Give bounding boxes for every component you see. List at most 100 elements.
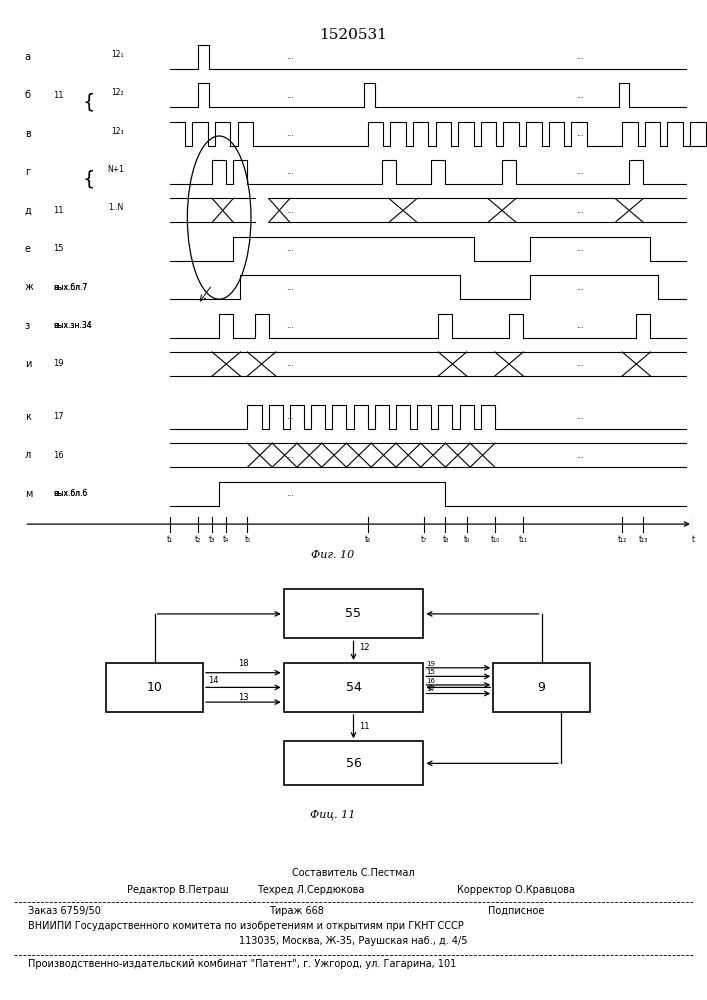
Text: 9: 9 [537, 681, 546, 694]
Text: д: д [25, 205, 32, 215]
Text: ...: ... [286, 451, 294, 460]
Text: ...: ... [286, 206, 294, 215]
Text: 113035, Москва, Ж-35, Раушская наб., д. 4/5: 113035, Москва, Ж-35, Раушская наб., д. … [239, 936, 468, 946]
Text: б: б [25, 90, 31, 100]
Text: 13: 13 [238, 693, 249, 702]
Text: ...: ... [286, 360, 294, 368]
Text: г: г [25, 167, 30, 177]
Text: N+1: N+1 [107, 165, 124, 174]
Text: ...: ... [575, 206, 584, 215]
Text: ВНИИПИ Государственного комитета по изобретениям и открытиям при ГКНТ СССР: ВНИИПИ Государственного комитета по изоб… [28, 921, 464, 931]
Text: 18: 18 [238, 659, 249, 668]
Text: Составитель С.Пестмал: Составитель С.Пестмал [292, 868, 415, 878]
Text: 19: 19 [426, 661, 435, 667]
Text: a: a [25, 52, 30, 62]
Text: 55: 55 [346, 607, 361, 620]
Text: Фиц. 11: Фиц. 11 [310, 810, 355, 820]
Text: t₈: t₈ [443, 536, 448, 544]
Text: ...: ... [286, 52, 294, 61]
Text: 14: 14 [209, 676, 219, 685]
Text: t₃: t₃ [209, 536, 215, 544]
Text: 11: 11 [53, 91, 64, 100]
Text: ...: ... [575, 360, 584, 368]
Text: t₁₂: t₁₂ [617, 536, 627, 544]
Text: {: { [82, 170, 95, 189]
Text: ...: ... [575, 129, 584, 138]
Text: 12₃: 12₃ [111, 127, 124, 136]
Text: 1..N: 1..N [108, 204, 124, 213]
Text: 19: 19 [53, 360, 64, 368]
Text: е: е [25, 244, 30, 254]
Text: в: в [25, 129, 30, 139]
Text: t₅: t₅ [245, 536, 250, 544]
Text: ж: ж [25, 282, 34, 292]
Text: вых.бл.7: вых.бл.7 [53, 283, 87, 292]
Text: 17: 17 [426, 686, 435, 692]
Text: ...: ... [286, 129, 294, 138]
Text: ...: ... [286, 412, 294, 421]
Text: ...: ... [286, 167, 294, 176]
Text: 12: 12 [359, 643, 369, 652]
Bar [284, 663, 423, 712]
Text: вых.бл.6: вых.бл.6 [53, 489, 87, 498]
Text: 15: 15 [426, 669, 435, 675]
Text: t₁₀: t₁₀ [490, 536, 500, 544]
Text: t₆: t₆ [365, 536, 370, 544]
Bar [493, 663, 590, 712]
Text: и: и [25, 359, 31, 369]
Text: Заказ 6759/50: Заказ 6759/50 [28, 906, 101, 916]
Text: Корректор О.Кравцова: Корректор О.Кравцова [457, 885, 575, 895]
Text: вых.зн.34: вых.зн.34 [53, 321, 92, 330]
Text: ...: ... [575, 167, 584, 176]
Text: ...: ... [575, 52, 584, 61]
Text: ...: ... [286, 489, 294, 498]
Text: 11: 11 [359, 722, 369, 731]
Text: вых.зн.34: вых.зн.34 [53, 321, 92, 330]
Text: t: t [691, 536, 694, 544]
Text: 10: 10 [147, 681, 163, 694]
Text: к: к [25, 412, 30, 422]
Bar [284, 741, 423, 785]
Text: 56: 56 [346, 757, 361, 770]
Text: л: л [25, 450, 31, 460]
Text: Редактор В.Петраш: Редактор В.Петраш [127, 885, 229, 895]
Text: ...: ... [575, 244, 584, 253]
Text: Производственно-издательский комбинат "Патент", г. Ужгород, ул. Гагарина, 101: Производственно-издательский комбинат "П… [28, 959, 457, 969]
Text: 15: 15 [53, 244, 64, 253]
Text: ...: ... [286, 91, 294, 100]
Text: з: з [25, 321, 30, 331]
Text: ...: ... [575, 451, 584, 460]
Text: ...: ... [286, 244, 294, 253]
Text: ...: ... [575, 283, 584, 292]
Text: ...: ... [575, 412, 584, 421]
Bar [106, 663, 203, 712]
Text: t₄: t₄ [223, 536, 229, 544]
Text: 12₂: 12₂ [111, 88, 124, 97]
Text: вых.бл.6: вых.бл.6 [53, 489, 87, 498]
Text: ...: ... [286, 283, 294, 292]
Text: t₁: t₁ [167, 536, 173, 544]
Text: ...: ... [575, 321, 584, 330]
Text: t₂: t₂ [195, 536, 201, 544]
Text: 12₁: 12₁ [111, 50, 124, 59]
Text: {: { [82, 93, 95, 112]
Text: t₇: t₇ [421, 536, 427, 544]
Text: 16: 16 [426, 678, 435, 684]
Text: Техред Л.Сердюкова: Техред Л.Сердюкова [257, 885, 365, 895]
Text: Тираж 668: Тираж 668 [269, 906, 325, 916]
Text: вых.бл.7: вых.бл.7 [53, 283, 87, 292]
Text: 1520531: 1520531 [320, 28, 387, 42]
Bar [284, 589, 423, 638]
Text: ...: ... [575, 91, 584, 100]
Text: 16: 16 [53, 451, 64, 460]
Text: 17: 17 [53, 412, 64, 421]
Text: t₉: t₉ [464, 536, 469, 544]
Text: t₁₁: t₁₁ [519, 536, 527, 544]
Text: 54: 54 [346, 681, 361, 694]
Text: 11: 11 [53, 206, 64, 215]
Text: Фиг. 10: Фиг. 10 [310, 550, 354, 560]
Text: м: м [25, 489, 32, 499]
Text: t₁₃: t₁₃ [638, 536, 648, 544]
Text: Подписное: Подписное [488, 906, 544, 916]
Text: ...: ... [286, 321, 294, 330]
